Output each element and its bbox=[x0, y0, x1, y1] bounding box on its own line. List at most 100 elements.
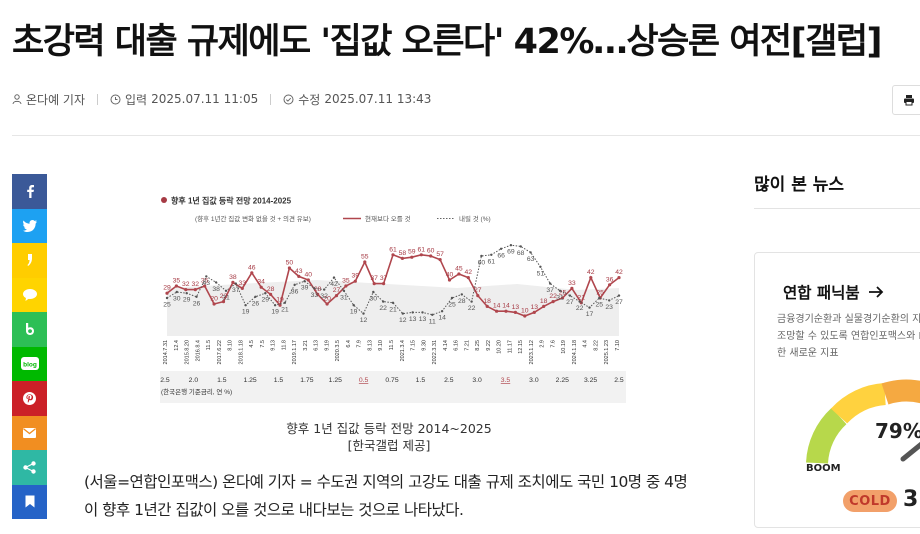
data-point bbox=[560, 296, 565, 300]
print-button[interactable] bbox=[892, 85, 920, 115]
data-label: 18 bbox=[540, 298, 548, 305]
rate-value: 2.5 bbox=[160, 377, 170, 384]
panic-boom-title[interactable]: 연합 패닉붐 bbox=[783, 281, 884, 303]
bookmark-icon bbox=[25, 495, 34, 508]
data-label: 13 bbox=[409, 316, 417, 323]
data-label: 19 bbox=[271, 309, 279, 316]
data-point bbox=[391, 253, 395, 257]
neutral-band bbox=[167, 280, 619, 336]
x-tick-label: 4.5 bbox=[249, 340, 255, 348]
data-label: 35 bbox=[201, 278, 209, 285]
data-point bbox=[551, 300, 555, 304]
data-point bbox=[421, 311, 424, 314]
panic-boom-card[interactable]: 연합 패닉붐 금융경기순환과 실물경기순환의 지 조망할 수 있도록 연합인포맥… bbox=[754, 252, 920, 528]
data-point bbox=[382, 282, 386, 286]
data-label: 13 bbox=[512, 304, 520, 311]
data-label: 22 bbox=[220, 293, 228, 300]
data-point bbox=[250, 271, 254, 275]
data-label: 68 bbox=[517, 250, 525, 257]
data-point bbox=[323, 288, 326, 291]
data-label: 29 bbox=[262, 297, 270, 304]
x-tick-label: 10.20 bbox=[497, 340, 503, 354]
facebook-share-button[interactable] bbox=[12, 174, 47, 209]
data-label: 69 bbox=[507, 249, 515, 256]
data-point bbox=[184, 288, 188, 292]
line-share-button[interactable]: blog bbox=[12, 346, 47, 381]
data-label: 35 bbox=[173, 278, 181, 285]
data-point bbox=[513, 310, 517, 314]
data-point bbox=[410, 255, 414, 259]
data-label: 38 bbox=[212, 286, 220, 293]
x-tick-label: 12.4 bbox=[174, 340, 180, 351]
facebook-icon bbox=[26, 185, 34, 199]
data-label: 37 bbox=[370, 275, 378, 282]
data-point bbox=[411, 311, 414, 314]
twitter-share-button[interactable] bbox=[12, 208, 47, 243]
email-share-button[interactable] bbox=[12, 415, 47, 450]
data-point bbox=[447, 278, 452, 282]
data-label: 22 bbox=[468, 305, 476, 312]
x-tick-label: 9.10 bbox=[378, 340, 384, 351]
rate-value: 2.5 bbox=[444, 377, 454, 384]
gauge-boom-label: BOOM bbox=[806, 463, 841, 474]
x-tick-label: 7.6 bbox=[550, 340, 556, 348]
data-point bbox=[509, 244, 513, 247]
article-meta: 온다예 기자 입력 2025.07.11 11:05 수정 2025.07.11… bbox=[12, 86, 431, 112]
bookmark-button[interactable] bbox=[12, 484, 47, 519]
data-label: 63 bbox=[527, 256, 535, 263]
data-point bbox=[259, 285, 263, 289]
data-point bbox=[195, 295, 198, 298]
share-share-button[interactable] bbox=[12, 450, 47, 485]
rate-note: (한국은행 기준금리, 연 %) bbox=[161, 387, 232, 396]
data-label: 61 bbox=[418, 246, 426, 253]
data-point bbox=[203, 284, 207, 288]
gauge-percent: 79% bbox=[875, 419, 920, 443]
popular-divider bbox=[754, 208, 920, 209]
data-label: 61 bbox=[389, 246, 397, 253]
modified-timestamp: 2025.07.11 13:43 bbox=[324, 92, 432, 106]
gauge-segment-yellow bbox=[830, 383, 887, 424]
pinterest-share-button[interactable] bbox=[12, 381, 47, 416]
data-label: 59 bbox=[408, 249, 416, 256]
data-point bbox=[419, 253, 423, 257]
rate-value: 3.5 bbox=[501, 377, 511, 384]
data-point bbox=[240, 286, 244, 290]
data-point bbox=[165, 291, 169, 295]
data-point bbox=[391, 301, 395, 304]
kakaostory-share-button[interactable] bbox=[12, 243, 47, 278]
data-label: 28 bbox=[458, 298, 466, 305]
data-point bbox=[485, 304, 489, 308]
x-tick-label: 4.14 bbox=[443, 340, 449, 351]
printer-icon bbox=[904, 95, 914, 106]
rate-value: 1.25 bbox=[329, 377, 342, 384]
x-tick-label: 7.10 bbox=[615, 340, 621, 351]
data-point bbox=[306, 278, 310, 282]
data-label: 46 bbox=[248, 264, 256, 271]
x-tick-label: 9.19 bbox=[324, 340, 330, 351]
article-body: (서울=연합인포맥스) 온다예 기자 = 수도권 지역의 고강도 대출 규제 조… bbox=[84, 473, 688, 519]
panic-boom-description: 금융경기순환과 실물경기순환의 지 조망할 수 있도록 연합인포맥스와 N 한 … bbox=[777, 311, 920, 362]
reporter-info[interactable]: 온다예 기자 bbox=[12, 91, 85, 108]
data-label: 57 bbox=[436, 251, 444, 258]
data-point bbox=[476, 294, 480, 298]
x-tick-label: 10.19 bbox=[561, 340, 567, 354]
data-label: 42 bbox=[330, 281, 338, 288]
rate-value: 2.5 bbox=[614, 377, 624, 384]
x-tick-label: 2016.8.4 bbox=[195, 340, 201, 361]
kakaotalk-share-button[interactable] bbox=[12, 277, 47, 312]
cold-badge: COLD bbox=[843, 490, 897, 512]
data-point bbox=[316, 292, 320, 296]
band-share-button[interactable] bbox=[12, 312, 47, 347]
data-label: 35 bbox=[342, 278, 350, 285]
share-bar: blog bbox=[12, 174, 47, 519]
data-point bbox=[529, 251, 532, 254]
x-tick-label: 4.4 bbox=[583, 340, 589, 348]
data-label: 39 bbox=[352, 273, 360, 280]
data-label: 36 bbox=[291, 288, 299, 295]
caption-credit: [한국갤럽 제공] bbox=[347, 438, 431, 453]
x-tick-label: 8.10 bbox=[228, 340, 234, 351]
data-point bbox=[303, 280, 306, 283]
arrow-right-icon bbox=[868, 286, 883, 298]
data-label: 60 bbox=[478, 260, 486, 267]
x-tick-label: 2019.1.17 bbox=[292, 340, 298, 364]
